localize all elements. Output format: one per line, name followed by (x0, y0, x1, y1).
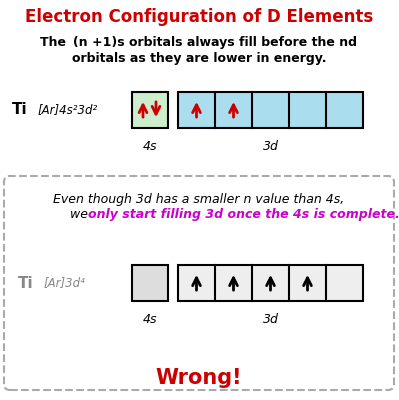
Text: 3d: 3d (263, 140, 279, 153)
Text: [Ar]3d⁴: [Ar]3d⁴ (44, 276, 86, 290)
Text: 4s: 4s (143, 140, 157, 153)
Text: only start filling 3d once the 4s is complete.: only start filling 3d once the 4s is com… (88, 208, 399, 221)
Bar (178, 92, 363, 128)
Text: Electron Configuration of D Elements: Electron Configuration of D Elements (25, 8, 373, 26)
FancyBboxPatch shape (4, 176, 394, 390)
Text: The  (n +1)s orbitals always fill before the nd: The (n +1)s orbitals always fill before … (41, 36, 358, 49)
Text: we: we (70, 208, 92, 221)
Text: orbitals as they are lower in energy.: orbitals as they are lower in energy. (72, 52, 326, 65)
Text: Wrong!: Wrong! (156, 368, 242, 388)
Text: Even though 3d has a smaller n value than 4s,: Even though 3d has a smaller n value tha… (53, 193, 345, 206)
Bar (132, 92, 168, 128)
Text: Ti: Ti (18, 276, 34, 290)
Text: 4s: 4s (143, 313, 157, 326)
Text: 3d: 3d (263, 313, 279, 326)
Text: Ti: Ti (12, 102, 28, 118)
Text: [Ar]4s²3d²: [Ar]4s²3d² (38, 104, 98, 116)
Bar (132, 265, 168, 301)
Bar (178, 265, 363, 301)
